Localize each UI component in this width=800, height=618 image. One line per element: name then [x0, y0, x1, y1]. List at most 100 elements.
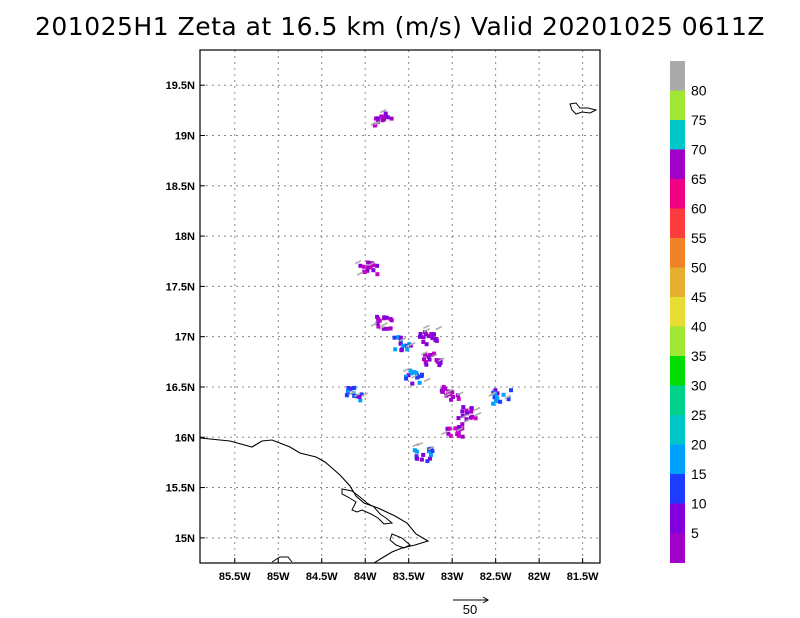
zeta-pixel — [389, 116, 394, 121]
colorbar-swatch — [670, 238, 685, 268]
zeta-pixel — [460, 413, 465, 418]
zeta-pixel — [421, 340, 426, 344]
colorbar-swatch — [670, 90, 685, 121]
colorbar-swatch — [670, 297, 685, 327]
zeta-pixel — [427, 357, 432, 362]
zeta-pixel — [366, 260, 371, 265]
zeta-pixel — [423, 360, 428, 364]
wind-vector — [416, 441, 424, 447]
zeta-pixel — [437, 363, 442, 368]
zeta-pixel — [375, 116, 380, 121]
zeta-pixel — [446, 431, 451, 436]
colorbar-label: 50 — [691, 260, 707, 276]
lat-tick-label: 19.5N — [166, 80, 195, 92]
wind-vector — [374, 120, 381, 125]
zeta-patch — [439, 385, 464, 402]
chart-title: 201025H1 Zeta at 16.5 km (m/s) Valid 202… — [34, 12, 765, 41]
lat-tick-label: 16.5N — [166, 382, 195, 394]
zeta-pixel — [384, 315, 389, 320]
zeta-pixel — [414, 370, 419, 375]
zeta-pixel — [414, 449, 419, 454]
wind-vector — [412, 442, 419, 448]
zeta-pixel — [418, 332, 423, 336]
wind-vector — [408, 342, 416, 347]
wind-vector — [378, 325, 386, 330]
zeta-pixel — [498, 399, 503, 404]
lat-tick-label: 18.5N — [166, 181, 195, 193]
zeta-pixel — [385, 326, 390, 331]
zeta-pixel — [441, 387, 446, 392]
zeta-patch — [370, 314, 394, 331]
longitude-ticks: 85.5W 85W 84.5W 84W 83.5W 83W 82.5W 82W 81.5W — [219, 558, 599, 583]
colorbar: 5 10 15 20 25 30 35 40 45 50 55 60 65 70 75 80 — [670, 61, 707, 563]
zeta-pixel — [448, 392, 453, 397]
wind-vector — [504, 394, 512, 400]
zeta-pixel — [469, 409, 474, 414]
colorbar-swatch — [670, 533, 685, 563]
wind-vector — [488, 392, 496, 397]
zeta-pixel — [447, 426, 452, 431]
zeta-pixel — [362, 270, 367, 274]
colorbar-label: 70 — [691, 142, 707, 158]
lat-tick-label: 17.5N — [166, 281, 195, 293]
zeta-pixel — [495, 398, 500, 403]
zeta-pixel — [460, 422, 465, 427]
zeta-pixel — [418, 334, 422, 339]
zeta-pixel — [398, 341, 403, 346]
zeta-pixel — [415, 456, 420, 461]
colorbar-label: 25 — [691, 407, 707, 423]
colorbar-swatch — [670, 503, 685, 534]
zeta-pixel — [430, 449, 435, 454]
zeta-patch — [421, 351, 445, 368]
wind-vector — [421, 351, 428, 356]
coastline — [199, 102, 598, 564]
zeta-pixel — [453, 426, 458, 431]
zeta-pixel — [495, 391, 500, 396]
swan-island — [569, 102, 598, 115]
colorbar-swatch — [670, 326, 685, 357]
zeta-patch — [344, 385, 369, 403]
caratasca-lagoon — [341, 488, 394, 525]
zeta-pixel — [408, 368, 413, 373]
lon-tick-label: 82.5W — [480, 571, 512, 583]
zeta-pixel — [493, 388, 498, 393]
colorbar-swatch — [670, 356, 685, 386]
zeta-pixel — [346, 386, 351, 390]
colorbar-label: 30 — [691, 378, 707, 394]
colorbar-label: 45 — [691, 289, 707, 305]
zeta-patch — [392, 335, 416, 353]
zeta-pixel — [428, 456, 432, 461]
zeta-pixel — [433, 338, 438, 343]
wind-vector — [423, 377, 431, 383]
wind-vector — [353, 392, 361, 398]
lon-tick-label: 85.5W — [219, 571, 251, 583]
zeta-pixel — [385, 115, 390, 120]
wind-vector — [430, 353, 438, 358]
zeta-pixel — [456, 396, 461, 401]
zeta-pixel — [491, 401, 496, 406]
colorbar-swatch — [670, 474, 685, 504]
zeta-pixel — [451, 394, 456, 399]
colorbar-swatch — [670, 61, 685, 91]
colorbar-label: 15 — [691, 466, 707, 482]
zeta-pixel — [473, 416, 478, 421]
grid-lines — [200, 50, 600, 563]
lon-tick-label: 84W — [354, 571, 377, 583]
zeta-pixel — [406, 373, 411, 378]
colorbar-label: 35 — [691, 348, 707, 364]
wind-vector — [474, 411, 482, 417]
zeta-pixel — [375, 263, 380, 268]
zeta-pixel — [421, 335, 426, 340]
zeta-pixel — [429, 453, 433, 458]
lat-tick-label: 19N — [175, 131, 195, 143]
zeta-pixel — [450, 390, 455, 395]
zeta-pixel — [376, 324, 381, 329]
wind-vector — [411, 374, 418, 379]
zeta-pixel — [388, 316, 393, 321]
zeta-pixel — [358, 263, 363, 268]
zeta-pixel — [358, 398, 363, 403]
wind-vector — [437, 357, 445, 362]
zeta-pixel — [448, 433, 453, 438]
lon-tick-label: 83.5W — [393, 571, 425, 583]
